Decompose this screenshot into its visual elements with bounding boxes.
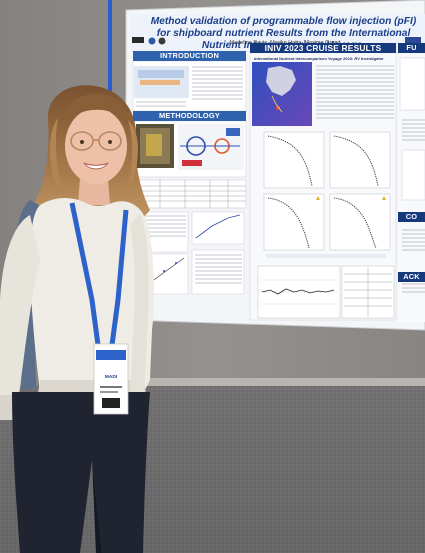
section-conclusion: CO: [398, 212, 425, 222]
section-introduction: INTRODUCTION: [133, 51, 246, 61]
person: [0, 85, 154, 553]
badge-name: MADI: [104, 375, 118, 380]
blue-pole: [108, 0, 112, 100]
poster-board: [125, 0, 425, 331]
section-acknowledgements: ACK: [398, 272, 425, 282]
section-results: INIV 2023 CRUISE RESULTS: [250, 43, 396, 53]
baseboard: [120, 378, 425, 386]
section-methodology: METHODOLOGY: [133, 111, 246, 121]
section-future: FU: [398, 43, 425, 53]
map-heading: International Nutrient Intercomparison V…: [254, 56, 384, 61]
